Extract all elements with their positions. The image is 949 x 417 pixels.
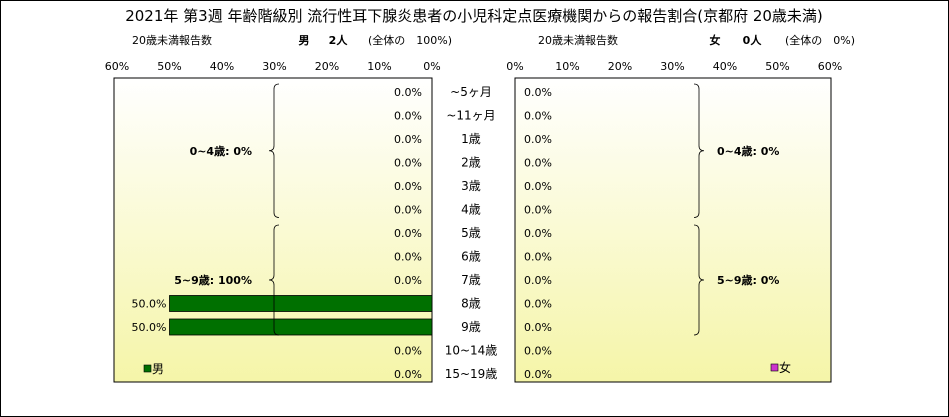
age-category-label: 7歳	[461, 273, 481, 287]
male-value-label: 0.0%	[394, 157, 422, 170]
female-value-label: 0.0%	[524, 321, 552, 334]
age-category-label: 8歳	[461, 297, 481, 311]
left-axis-ticks: 0% 10% 20% 30% 40% 50% 60%	[105, 60, 441, 73]
male-legend-label: 男	[152, 362, 164, 376]
female-value-label: 0.0%	[524, 86, 552, 99]
age-category-label: 1歳	[461, 132, 481, 146]
left-tick-label: 30%	[262, 60, 286, 73]
female-value-labels: 0.0% 0.0% 0.0% 0.0% 0.0% 0.0% 0.0% 0.0% 0.0% 0.0%…	[524, 86, 552, 381]
left-tick-label: 10%	[367, 60, 391, 73]
right-tick-label: 10%	[555, 60, 579, 73]
female-value-label: 0.0%	[524, 368, 552, 381]
male-value-labels: 0.0% 0.0% 0.0% 0.0% 0.0% 0.0% 0.0% 0.0% 0.0% 50.0…	[132, 86, 422, 381]
right-group-bracket	[693, 83, 705, 218]
age-category-label: 6歳	[461, 250, 481, 264]
male-value-label: 0.0%	[394, 180, 422, 193]
left-group-label: 0~4歳: 0%	[190, 144, 252, 158]
female-value-label: 0.0%	[524, 251, 552, 264]
left-tick-label: 50%	[157, 60, 181, 73]
male-value-label: 0.0%	[394, 227, 422, 240]
female-value-label: 0.0%	[524, 133, 552, 146]
male-value-label: 50.0%	[132, 321, 167, 334]
right-legend: 女	[770, 360, 791, 375]
male-value-label: 0.0%	[394, 368, 422, 381]
female-value-label: 0.0%	[524, 227, 552, 240]
age-category-label: 2歳	[461, 156, 481, 170]
female-value-label: 0.0%	[524, 110, 552, 123]
left-legend: 男	[143, 362, 164, 376]
age-category-label: 15~19歳	[445, 367, 498, 381]
left-count: 2人	[329, 33, 349, 47]
male-value-label: 0.0%	[394, 345, 422, 358]
right-tick-label: 20%	[608, 60, 632, 73]
male-value-label: 0.0%	[394, 86, 422, 99]
left-tick-label: 40%	[210, 60, 234, 73]
left-under20-label: 20歳未満報告数	[132, 34, 212, 47]
male-value-label: 0.0%	[394, 274, 422, 287]
right-header: 20歳未満報告数 女 0人 (全体の 0%)	[538, 33, 855, 47]
right-share: (全体の 0%)	[785, 33, 855, 47]
right-count: 0人	[743, 33, 763, 47]
left-group-label: 5~9歳: 100%	[174, 273, 252, 287]
right-tick-label: 40%	[713, 60, 737, 73]
left-plot-area	[113, 77, 433, 383]
male-value-label: 50.0%	[132, 298, 167, 311]
left-group-bracket	[268, 224, 280, 336]
right-age-group-brackets: 0~4歳: 0% 5~9歳: 0%	[693, 83, 779, 336]
male-value-label: 0.0%	[394, 133, 422, 146]
chart-title: 2021年 第3週 年齢階級別 流行性耳下腺炎患者の小児科定点医療機関からの報告…	[125, 7, 823, 25]
right-tick-label: 60%	[818, 60, 842, 73]
age-category-label: 3歳	[461, 179, 481, 193]
female-value-label: 0.0%	[524, 180, 552, 193]
age-category-label: ~5ヶ月	[450, 85, 492, 99]
right-group-label: 5~9歳: 0%	[717, 273, 779, 287]
male-legend-swatch	[143, 364, 152, 373]
right-group-label: 0~4歳: 0%	[717, 144, 779, 158]
female-legend-label: 女	[779, 360, 791, 375]
left-tick-label: 20%	[315, 60, 339, 73]
right-under20-label: 20歳未満報告数	[538, 34, 618, 47]
left-group-bracket	[268, 83, 280, 218]
age-category-label: 9歳	[461, 320, 481, 334]
left-tick-label: 60%	[105, 60, 129, 73]
left-share: (全体の 100%)	[368, 33, 452, 47]
male-bar	[169, 318, 433, 336]
male-value-label: 0.0%	[394, 204, 422, 217]
right-tick-label: 0%	[506, 60, 523, 73]
male-value-label: 0.0%	[394, 110, 422, 123]
left-age-group-brackets: 0~4歳: 0% 5~9歳: 100%	[174, 83, 280, 336]
age-category-label: ~11ヶ月	[446, 109, 495, 123]
right-group-bracket	[693, 224, 705, 336]
female-value-label: 0.0%	[524, 204, 552, 217]
left-header: 20歳未満報告数 男 2人 (全体の 100%)	[132, 33, 452, 47]
female-value-label: 0.0%	[524, 157, 552, 170]
female-value-label: 0.0%	[524, 274, 552, 287]
age-category-label: 4歳	[461, 203, 481, 217]
left-tick-label: 0%	[423, 60, 440, 73]
right-plot-area	[514, 77, 832, 383]
age-category-label: 10~14歳	[445, 344, 498, 358]
male-bar	[169, 295, 433, 312]
male-value-label: 0.0%	[394, 251, 422, 264]
right-sex-label: 女	[710, 33, 721, 47]
female-value-label: 0.0%	[524, 298, 552, 311]
female-value-label: 0.0%	[524, 345, 552, 358]
age-category-label: 5歳	[461, 226, 481, 240]
male-bars	[169, 295, 433, 336]
right-axis-ticks: 0% 10% 20% 30% 40% 50% 60%	[506, 60, 842, 73]
category-labels: ~5ヶ月 ~11ヶ月 1歳 2歳 3歳 4歳 5歳 6歳 7歳 8歳 9歳 10~14歳 15~19歳	[445, 85, 498, 381]
left-sex-label: 男	[299, 34, 310, 47]
right-tick-label: 50%	[765, 60, 789, 73]
female-legend-swatch	[770, 363, 779, 372]
right-tick-label: 30%	[660, 60, 684, 73]
